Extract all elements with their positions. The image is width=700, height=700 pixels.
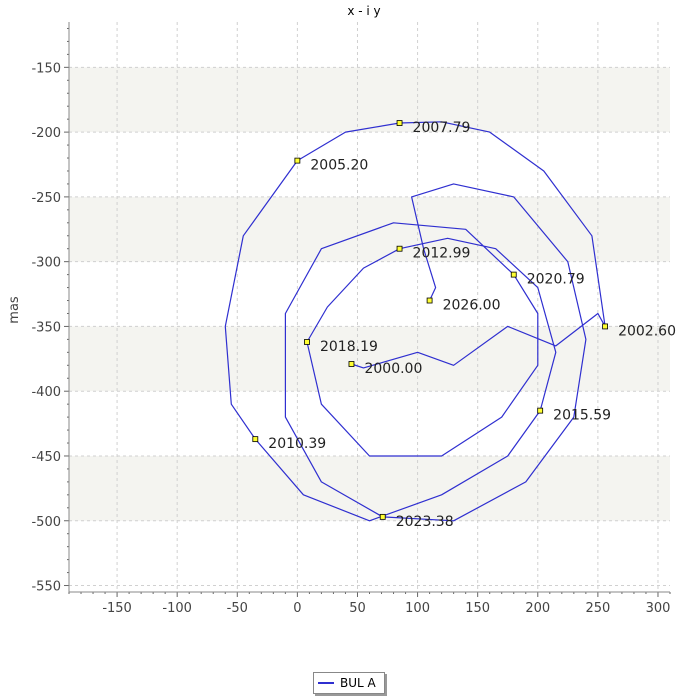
annotation-marker bbox=[510, 271, 517, 278]
axes: -150 -100 -50 0 50 100 150 200 250 300-550-500-45… bbox=[31, 22, 671, 616]
annotation-layer: 2000.00 2002.60 2005.20 2007.79 2010.39 2012.… bbox=[252, 120, 676, 530]
y-tick-label: -400 bbox=[31, 385, 61, 400]
x-tick-label: -50 bbox=[227, 601, 248, 616]
plot-band bbox=[69, 455, 670, 521]
annotation-marker bbox=[396, 245, 403, 252]
annotation-label: 2018.19 bbox=[320, 339, 378, 355]
plot-band bbox=[69, 326, 670, 392]
annotation-label: 2012.99 bbox=[413, 246, 471, 262]
plot-background bbox=[69, 22, 670, 592]
x-tick-label: -100 bbox=[162, 601, 192, 616]
annotation-marker bbox=[252, 436, 259, 443]
y-tick-label: -550 bbox=[31, 580, 61, 595]
y-tick-label: -200 bbox=[31, 126, 61, 141]
annotation-label: 2020.79 bbox=[527, 272, 585, 288]
y-tick-label: -500 bbox=[31, 515, 61, 530]
annotation-label: 2010.39 bbox=[268, 436, 326, 452]
x-tick-label: 50 bbox=[349, 601, 366, 616]
annotation-label: 2015.59 bbox=[553, 408, 611, 424]
y-tick-label: -450 bbox=[31, 450, 61, 465]
annotation-label: 2000.00 bbox=[364, 361, 422, 377]
y-axis-label: mas bbox=[7, 296, 22, 324]
annotation-label: 2002.60 bbox=[618, 323, 676, 339]
annotation-label: 2023.38 bbox=[396, 514, 454, 530]
legend-swatch bbox=[318, 682, 334, 684]
annotation-marker bbox=[304, 339, 310, 345]
y-tick-label: -150 bbox=[31, 61, 61, 76]
legend-label: BUL A bbox=[340, 676, 376, 690]
chart-title: x - i y bbox=[347, 4, 380, 18]
annotation-marker bbox=[602, 323, 608, 330]
annotation-marker bbox=[294, 157, 301, 164]
x-tick-label: 0 bbox=[293, 601, 301, 616]
annotation-label: 2026.00 bbox=[443, 298, 501, 314]
annotation-marker bbox=[537, 407, 544, 414]
x-tick-label: 300 bbox=[646, 601, 671, 616]
x-tick-label: 150 bbox=[465, 601, 490, 616]
legend: BUL A bbox=[313, 672, 385, 694]
annotation-marker bbox=[426, 297, 433, 304]
x-tick-label: 200 bbox=[525, 601, 550, 616]
annotation-marker bbox=[379, 513, 386, 520]
y-tick-label: -350 bbox=[31, 320, 61, 335]
y-tick-label: -300 bbox=[31, 256, 61, 271]
x-tick-label: 100 bbox=[405, 601, 430, 616]
y-tick-label: -250 bbox=[31, 191, 61, 206]
annotation-marker bbox=[348, 361, 355, 367]
annotation-label: 2007.79 bbox=[413, 120, 471, 136]
plot-band bbox=[69, 196, 670, 262]
annotation-marker bbox=[396, 120, 403, 126]
plot-band bbox=[69, 67, 670, 133]
annotation-label: 2005.20 bbox=[310, 158, 368, 174]
x-tick-label: -150 bbox=[102, 601, 132, 616]
x-tick-label: 250 bbox=[585, 601, 610, 616]
